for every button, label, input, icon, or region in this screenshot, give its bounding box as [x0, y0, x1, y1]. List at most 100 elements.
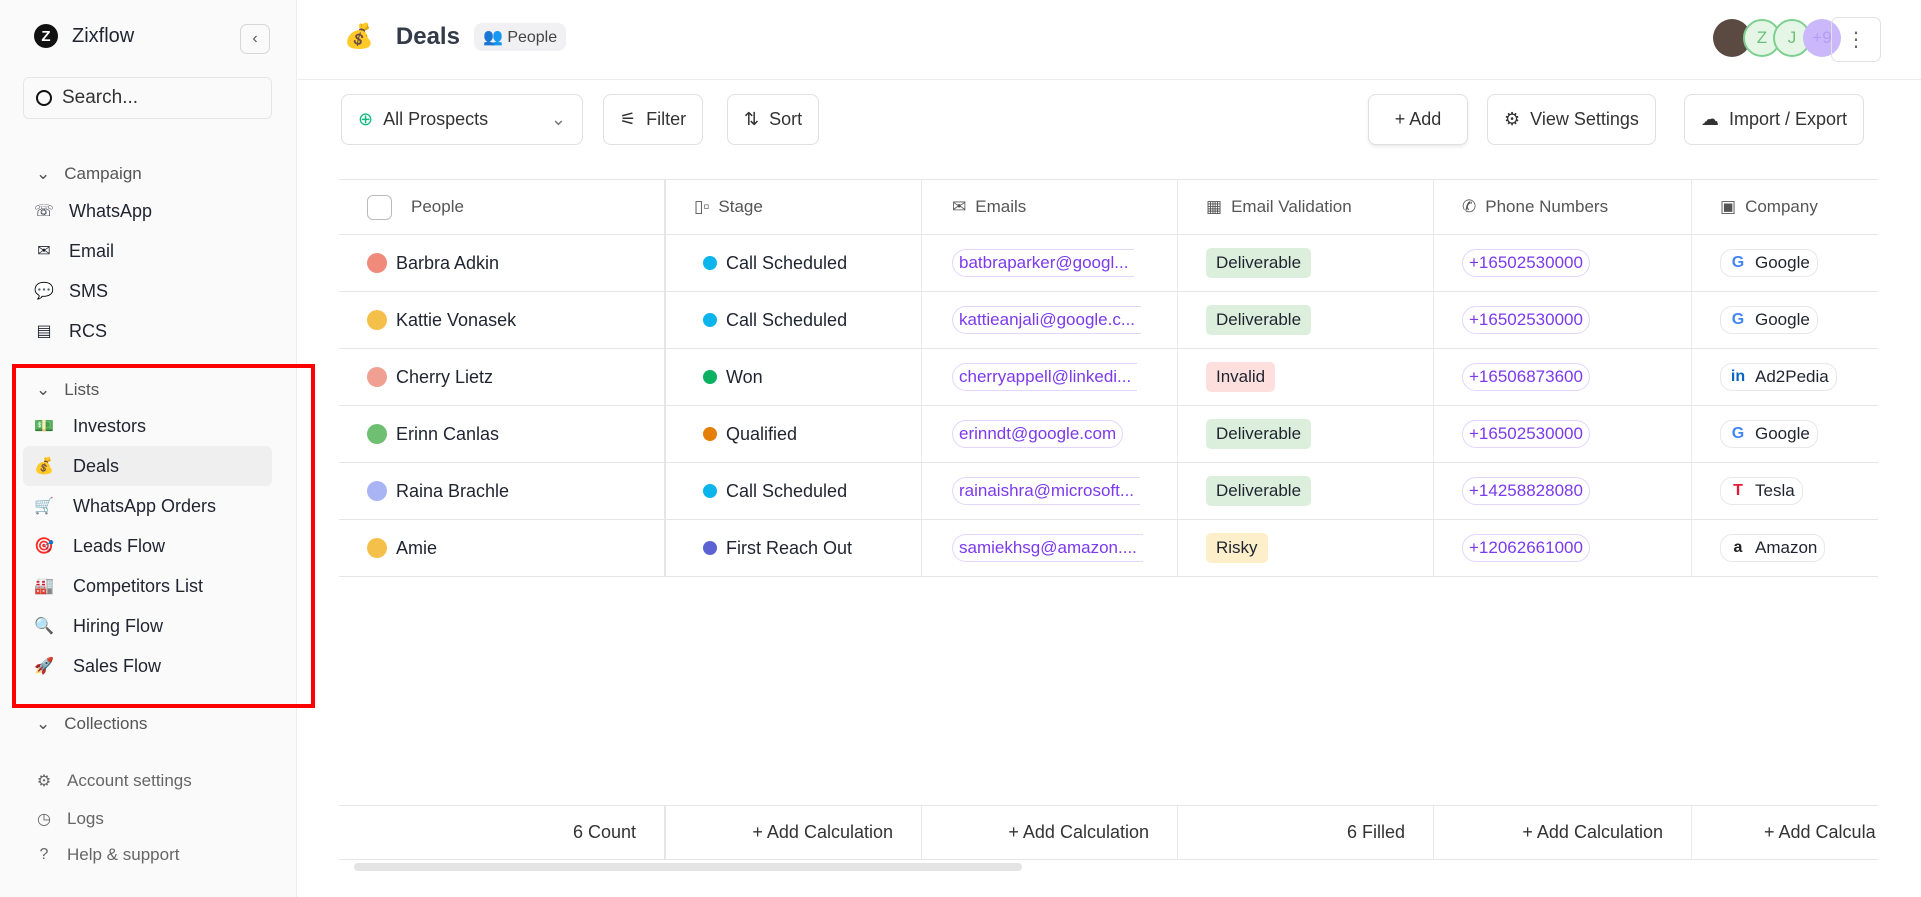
footer-calculation[interactable]: + Add Calcula: [1764, 822, 1876, 842]
column-emails[interactable]: ✉ Emails: [922, 180, 1178, 234]
stage-value[interactable]: Call Scheduled: [726, 480, 848, 501]
link-label: Logs: [67, 809, 104, 828]
collapse-sidebar-button[interactable]: ‹: [240, 24, 270, 54]
kanban-icon: ▯▫: [694, 197, 710, 216]
chevron-down-icon: ⌄: [36, 714, 51, 733]
company-chip[interactable]: a Amazon: [1720, 534, 1826, 562]
column-people[interactable]: People: [339, 180, 666, 234]
validation-badge: Invalid: [1206, 362, 1276, 392]
phone-chip[interactable]: +12062661000: [1462, 534, 1590, 562]
sidebar: Z Zixflow ‹ Search... ⌄ Campaign ☏ WhatsApp…: [0, 0, 315, 897]
sidebar-item-investors[interactable]: 💵 Investors: [23, 406, 272, 446]
object-type-badge[interactable]: 👥 People: [473, 22, 567, 51]
stage-value[interactable]: Qualified: [726, 423, 798, 444]
logs-link[interactable]: ◷ Logs: [33, 809, 104, 829]
company-chip[interactable]: T Tesla: [1720, 477, 1803, 505]
email-chip[interactable]: batbraparker@googl...: [952, 249, 1135, 277]
sidebar-item-leads-flow[interactable]: 🎯 Leads Flow: [23, 526, 272, 566]
phone-chip[interactable]: +16502530000: [1462, 249, 1590, 277]
stage-value[interactable]: Call Scheduled: [726, 252, 848, 273]
email-chip[interactable]: rainaishra@microsoft...: [952, 477, 1141, 505]
sidebar-item-sms[interactable]: 💬 SMS: [23, 271, 272, 311]
footer-calculation[interactable]: + Add Calculation: [922, 806, 1178, 859]
company-chip[interactable]: in Ad2Pedia: [1720, 363, 1837, 391]
sidebar-item-hiring-flow[interactable]: 🔍 Hiring Flow: [23, 606, 272, 646]
company-chip[interactable]: G Google: [1720, 420, 1818, 448]
sidebar-item-competitors-list[interactable]: 🏭 Competitors List: [23, 566, 272, 606]
sort-button[interactable]: ⇅ Sort: [727, 94, 820, 145]
person-name[interactable]: Barbra Adkin: [396, 252, 500, 273]
table-row[interactable]: Cherry Lietz Won cherryappell@linkedi...…: [339, 349, 1878, 406]
column-stage[interactable]: ▯▫ Stage: [666, 180, 922, 234]
person-name[interactable]: Amie: [396, 537, 438, 558]
sidebar-item-whatsapp[interactable]: ☏ WhatsApp: [23, 191, 272, 231]
phone-chip[interactable]: +16502530000: [1462, 306, 1590, 334]
phone-chip[interactable]: +16502530000: [1462, 420, 1590, 448]
collaborator-avatars[interactable]: Z J +9: [1713, 19, 1841, 57]
add-button[interactable]: + Add: [1368, 94, 1468, 145]
sms-icon: 💬: [34, 283, 54, 300]
people-icon: 👥: [482, 28, 503, 46]
section-campaign[interactable]: ⌄ Campaign: [36, 164, 142, 184]
data-table: People ▯▫ Stage ✉ Emails ▦ Email Validation…: [339, 179, 1878, 577]
validation-badge: Risky: [1206, 533, 1268, 563]
chevron-down-icon: ⌄: [36, 164, 51, 183]
column-label: Company: [1745, 197, 1818, 216]
phone-chip[interactable]: +14258828080: [1462, 477, 1590, 505]
sidebar-item-sales-flow[interactable]: 🚀 Sales Flow: [23, 646, 272, 686]
column-phone-numbers[interactable]: ✆ Phone Numbers: [1434, 180, 1692, 234]
table-row[interactable]: Kattie Vonasek Call Scheduled kattieanja…: [339, 292, 1878, 349]
phone-chip[interactable]: +16506873600: [1462, 363, 1590, 391]
person-name[interactable]: Cherry Lietz: [396, 366, 494, 387]
person-name[interactable]: Erinn Canlas: [396, 423, 500, 444]
column-company[interactable]: ▣ Company: [1692, 180, 1878, 234]
sidebar-item-deals[interactable]: 💰 Deals: [23, 446, 272, 486]
table-row[interactable]: Barbra Adkin Call Scheduled batbraparker…: [339, 235, 1878, 292]
stage-value[interactable]: Won: [726, 366, 763, 387]
sidebar-item-label: RCS: [69, 320, 108, 341]
import-export-button[interactable]: ☁ Import / Export: [1684, 94, 1865, 145]
column-email-validation[interactable]: ▦ Email Validation: [1178, 180, 1434, 234]
table-row[interactable]: Erinn Canlas Qualified erinndt@google.co…: [339, 406, 1878, 463]
email-icon: ✉: [952, 197, 967, 216]
footer-calculation[interactable]: + Add Calculation: [1434, 806, 1692, 859]
sidebar-item-rcs[interactable]: ▤ RCS: [23, 311, 272, 351]
filter-button[interactable]: ⚟ Filter: [603, 94, 704, 145]
company-logo-icon: in: [1730, 368, 1746, 385]
list-emoji-icon: 💵: [34, 418, 54, 435]
help-support-link[interactable]: ? Help & support: [33, 845, 180, 865]
validation-badge: Deliverable: [1206, 419, 1312, 449]
company-chip[interactable]: G Google: [1720, 249, 1818, 277]
gear-icon: ⚙: [36, 773, 52, 790]
stage-value[interactable]: Call Scheduled: [726, 309, 848, 330]
person-name[interactable]: Kattie Vonasek: [396, 309, 517, 330]
view-select[interactable]: ⊕ All Prospects ⌄: [341, 94, 583, 145]
footer-calculation[interactable]: + Add Calculation: [666, 806, 922, 859]
brand[interactable]: Z Zixflow: [34, 24, 134, 48]
sidebar-item-label: Deals: [73, 455, 120, 476]
table-row[interactable]: Amie First Reach Out samiekhsg@amazon...…: [339, 520, 1878, 577]
select-all-checkbox[interactable]: [367, 194, 392, 220]
avatar: [367, 310, 387, 330]
view-settings-button[interactable]: ⚙ View Settings: [1487, 94, 1656, 145]
footer-calculation[interactable]: 6 Filled: [1178, 806, 1434, 859]
company-card-icon: ▣: [1720, 197, 1737, 216]
avatar: [367, 253, 387, 273]
company-chip[interactable]: G Google: [1720, 306, 1818, 334]
email-chip[interactable]: kattieanjali@google.c...: [952, 306, 1142, 334]
sidebar-item-whatsapp-orders[interactable]: 🛒 WhatsApp Orders: [23, 486, 272, 526]
more-menu-button[interactable]: ⋮: [1831, 17, 1881, 62]
section-collections[interactable]: ⌄ Collections: [36, 714, 147, 734]
account-settings-link[interactable]: ⚙ Account settings: [33, 771, 192, 791]
person-name[interactable]: Raina Brachle: [396, 480, 510, 501]
email-chip[interactable]: samiekhsg@amazon....: [952, 534, 1143, 562]
email-chip[interactable]: erinndt@google.com: [952, 420, 1124, 448]
sidebar-item-email[interactable]: ✉ Email: [23, 231, 272, 271]
footer-calculation[interactable]: 6 Count: [339, 806, 666, 859]
email-chip[interactable]: cherryappell@linkedi...: [952, 363, 1138, 391]
search-input[interactable]: Search...: [23, 77, 272, 119]
table-row[interactable]: Raina Brachle Call Scheduled rainaishra@…: [339, 463, 1878, 520]
horizontal-scrollbar[interactable]: [354, 863, 1022, 871]
section-lists[interactable]: ⌄ Lists: [36, 380, 99, 400]
stage-value[interactable]: First Reach Out: [726, 537, 853, 558]
